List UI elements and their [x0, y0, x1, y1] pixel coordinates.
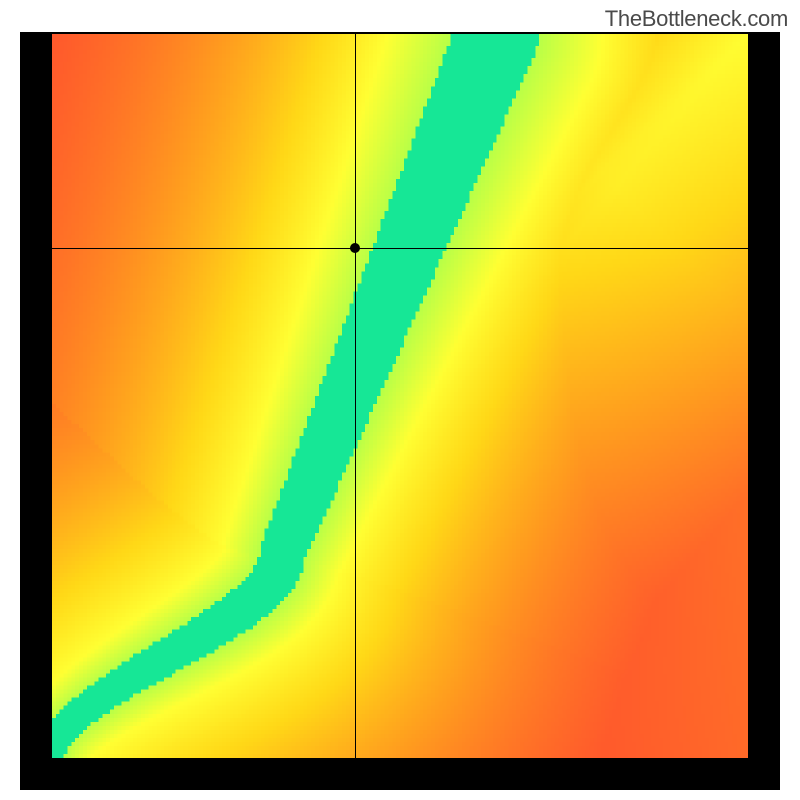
frame-right	[748, 32, 780, 790]
watermark-text: TheBottleneck.com	[605, 6, 788, 32]
crosshair-vline	[355, 34, 356, 758]
chart-container	[10, 34, 790, 790]
crosshair-hline	[52, 248, 748, 249]
heatmap-plot	[52, 34, 748, 758]
heatmap-canvas	[52, 34, 748, 758]
frame-left	[20, 32, 52, 790]
frame-top	[20, 32, 780, 34]
frame-bottom	[20, 758, 780, 790]
